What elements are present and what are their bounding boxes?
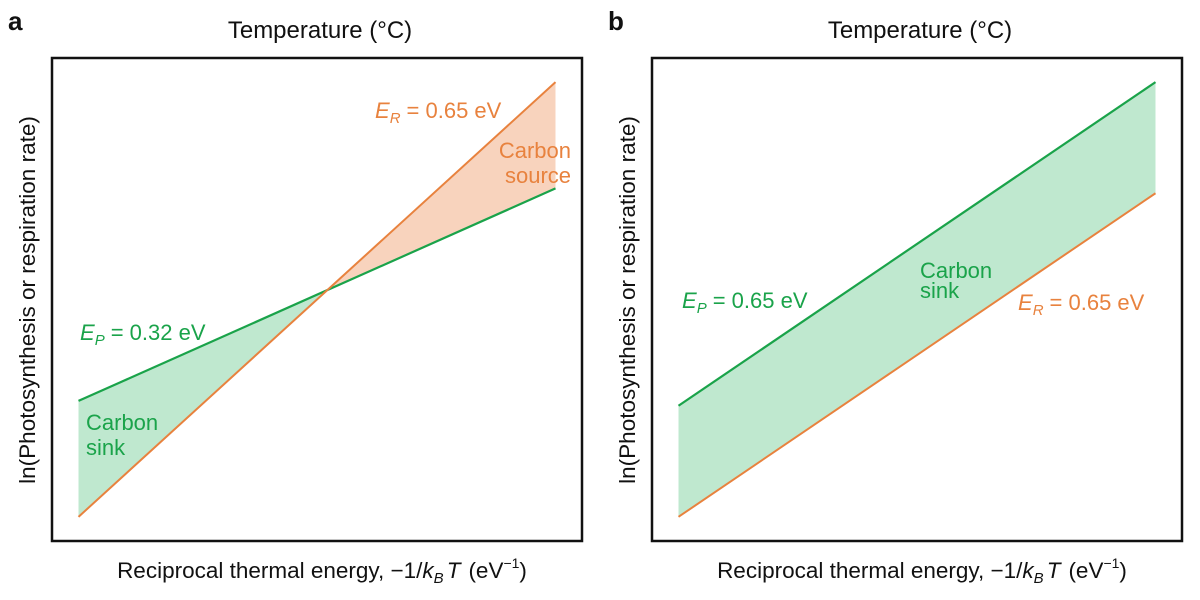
top-axis-label-b: Temperature (°C) — [828, 17, 1012, 44]
photosynthesis-line-b — [677, 81, 1157, 407]
carbon-source-label-a: Carbon source — [499, 138, 577, 188]
x-axis-label-unit-b: (eV — [1068, 558, 1103, 583]
respiration-line-a — [77, 81, 557, 518]
er-subscript-b: R — [1033, 302, 1044, 319]
x-axis-label-unit-sup-b: −1 — [1103, 555, 1119, 571]
carbon-source-line2-a: source — [505, 163, 571, 188]
panel-b: b Temperature (°C) Reciprocal thermal en… — [600, 0, 1200, 600]
y-axis-label-b: ln(Photosynthesis or respiration rate) — [615, 116, 640, 484]
carbon-sink-line1-a: Carbon — [86, 410, 158, 435]
er-label-b: ER = 0.65 eV — [1018, 290, 1145, 319]
carbon-sink-line2-b: sink — [920, 278, 960, 303]
er-symbol-b: E — [1018, 290, 1033, 315]
x-axis-label-k-b: k — [1022, 558, 1035, 583]
y-axis-label-a: ln(Photosynthesis or respiration rate) — [15, 116, 40, 484]
ep-symbol-a: E — [80, 320, 95, 345]
panel-label-b: b — [608, 6, 624, 36]
er-symbol-a: E — [375, 98, 390, 123]
er-value-a: = 0.65 eV — [407, 98, 502, 123]
ep-symbol-b: E — [682, 288, 697, 313]
x-axis-label-sub-b: B — [1034, 570, 1044, 587]
er-label-a: ER = 0.65 eV — [375, 98, 502, 127]
x-axis-label-a: Reciprocal thermal energy, −1/kB T (eV−1) — [117, 555, 527, 587]
ep-subscript-a: P — [95, 332, 105, 349]
photosynthesis-line-a — [78, 187, 556, 402]
x-axis-label-unit-close-a: ) — [519, 558, 527, 583]
x-axis-label-unit-close-b: ) — [1119, 558, 1127, 583]
carbon-sink-label-b: Carbon sink — [920, 258, 998, 303]
x-axis-label-T-a: T — [447, 558, 463, 583]
x-axis-label-k-a: k — [422, 558, 435, 583]
ep-label-b: EP = 0.65 eV — [682, 288, 808, 317]
top-axis-label-a: Temperature (°C) — [228, 17, 412, 44]
chart-b-svg: b Temperature (°C) Reciprocal thermal en… — [608, 6, 1184, 587]
ep-label-a: EP = 0.32 eV — [80, 320, 206, 349]
x-axis-label-T-b: T — [1047, 558, 1063, 583]
er-value-b: = 0.65 eV — [1050, 290, 1145, 315]
x-axis-label-unit-sup-a: −1 — [503, 555, 519, 571]
er-subscript-a: R — [390, 110, 401, 127]
respiration-line-b — [677, 192, 1157, 518]
panel-a: a Temperature (°C) Reciprocal thermal en… — [8, 6, 584, 587]
x-axis-label-b: Reciprocal thermal energy, −1/kB T (eV−1) — [717, 555, 1127, 587]
x-axis-label-sub-a: B — [434, 570, 444, 587]
x-axis-label-unit-a: (eV — [468, 558, 503, 583]
x-axis-label-main-b: Reciprocal thermal energy, −1/ — [717, 558, 1023, 583]
carbon-sink-line2-a: sink — [86, 435, 126, 460]
ep-subscript-b: P — [697, 300, 707, 317]
ep-value-b: = 0.65 eV — [713, 288, 808, 313]
panel-label-a: a — [8, 6, 23, 36]
ep-value-a: = 0.32 eV — [111, 320, 206, 345]
carbon-source-line1-a: Carbon — [499, 138, 571, 163]
x-axis-label-main-a: Reciprocal thermal energy, −1/ — [117, 558, 423, 583]
plot-frame-a — [50, 56, 584, 543]
plot-frame-b — [650, 56, 1184, 543]
carbon-sink-label-a: Carbon sink — [86, 410, 164, 460]
carbon-sink-line1-b: Carbon — [920, 258, 992, 283]
carbon-sink-region-b — [678, 82, 1156, 517]
chart-a-svg: a Temperature (°C) Reciprocal thermal en… — [8, 6, 584, 587]
